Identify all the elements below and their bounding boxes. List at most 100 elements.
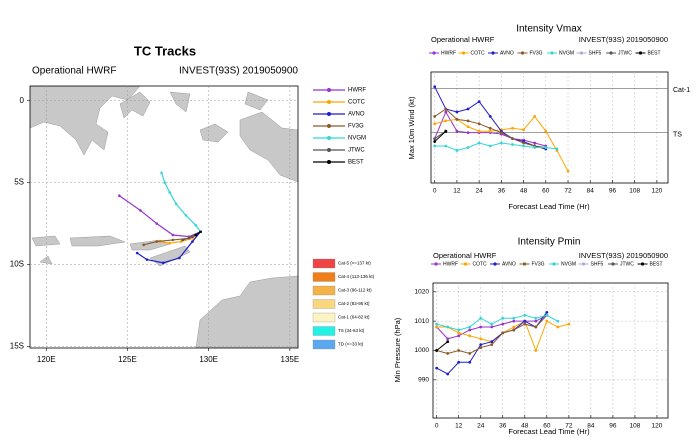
track-point [194, 233, 197, 237]
data-point [490, 343, 494, 347]
legend-label: JTWC [348, 148, 365, 154]
data-point [435, 349, 439, 352]
legend-marker [550, 51, 554, 55]
legend-marker [327, 112, 331, 116]
legend-marker [609, 51, 613, 55]
legend-marker [638, 51, 643, 55]
data-point [566, 169, 570, 173]
legend-marker [520, 51, 525, 55]
data-point [479, 346, 483, 349]
data-point [523, 319, 527, 323]
x-tick-label: 72 [564, 188, 572, 195]
data-point [446, 325, 450, 329]
data-point [488, 115, 492, 118]
legend-marker [434, 262, 438, 266]
data-point [433, 144, 437, 148]
data-point [457, 349, 461, 352]
data-point [477, 122, 481, 126]
intensity-label: Cat-4 (113-136 kt) [338, 274, 375, 279]
data-point [490, 325, 494, 329]
data-point [479, 337, 483, 341]
data-point [544, 146, 548, 149]
data-point [457, 334, 461, 338]
data-point [433, 85, 437, 89]
legend-label: FV3G [532, 261, 545, 267]
y-tick-label: 15S [10, 341, 24, 350]
data-point [444, 144, 448, 148]
legend-marker [493, 262, 497, 266]
data-point [435, 325, 439, 329]
intensity-label: Cat-2 (83-95 kt) [338, 301, 370, 306]
data-point [455, 117, 459, 121]
data-point [477, 100, 481, 103]
data-point [567, 322, 571, 326]
data-point [433, 140, 437, 143]
legend-label: NVGM [559, 50, 574, 56]
legend-label: COTC [471, 50, 486, 56]
intensity-label: TS (34-63 kt) [338, 328, 365, 333]
data-point [477, 129, 481, 133]
data-point [522, 141, 525, 145]
data-point [457, 331, 461, 335]
track-point [174, 202, 178, 206]
track-point [139, 209, 142, 212]
data-point [545, 313, 549, 317]
vmax-frame [430, 71, 669, 184]
x-tick-label: 24 [477, 423, 485, 430]
y-tick-label: 990 [418, 377, 429, 384]
legend-marker [327, 88, 331, 92]
data-point [523, 322, 527, 326]
reference-label: TS [673, 132, 682, 139]
x-tick-label: 12 [453, 188, 461, 195]
data-point [522, 144, 525, 148]
y-tick-label: 1010 [415, 318, 430, 325]
intensity-swatch [312, 339, 336, 350]
x-tick-label: 60 [542, 188, 550, 195]
track-point [155, 240, 158, 243]
map-frame [29, 85, 299, 349]
data-point [556, 325, 560, 329]
subtitle: Operational HWRF [433, 251, 497, 260]
intensity-swatch [312, 285, 336, 296]
data-point [468, 328, 472, 332]
x-tick-label: 84 [587, 423, 595, 430]
legend-label: BEST [650, 261, 663, 267]
legend-marker [432, 51, 436, 55]
legend-marker [579, 51, 584, 55]
data-point [479, 316, 483, 320]
intensity-swatch [312, 258, 336, 269]
legend-label: COTC [473, 261, 488, 267]
x-tick-label: 48 [520, 188, 528, 195]
x-tick-label: 24 [476, 188, 484, 195]
chart-title: Intensity Vmax [516, 24, 582, 35]
legend-marker [640, 262, 645, 266]
data-point [466, 119, 470, 123]
data-point [488, 144, 492, 148]
legend-label: COTC [348, 100, 366, 106]
track-point [135, 251, 139, 255]
legend-label: NVGM [348, 136, 366, 142]
legend-label: NVGM [561, 261, 576, 267]
legend-marker [611, 262, 615, 266]
x-tick-label: 84 [587, 188, 595, 195]
data-point [435, 366, 439, 370]
legend-label: AVNO [502, 261, 516, 267]
subtitle: INVEST(93S) 2019050900 [179, 66, 298, 77]
chart-title: Intensity Pmin [518, 237, 581, 248]
land [30, 86, 298, 348]
x-tick-label: 135E [281, 355, 300, 364]
track-point [168, 241, 171, 245]
legend-marker [522, 262, 527, 266]
subtitle: Operational HWRF [32, 66, 116, 77]
chart-title: TC Tracks [134, 43, 196, 58]
data-point [444, 107, 448, 111]
legend-label: AVNO [500, 50, 514, 56]
data-point [512, 316, 516, 320]
x-tick-label: 36 [499, 423, 507, 430]
data-point [533, 146, 537, 149]
legend-label: SHF5 [591, 261, 604, 267]
data-point [435, 322, 439, 326]
x-tick-label: 48 [521, 423, 529, 430]
data-point [455, 129, 459, 133]
